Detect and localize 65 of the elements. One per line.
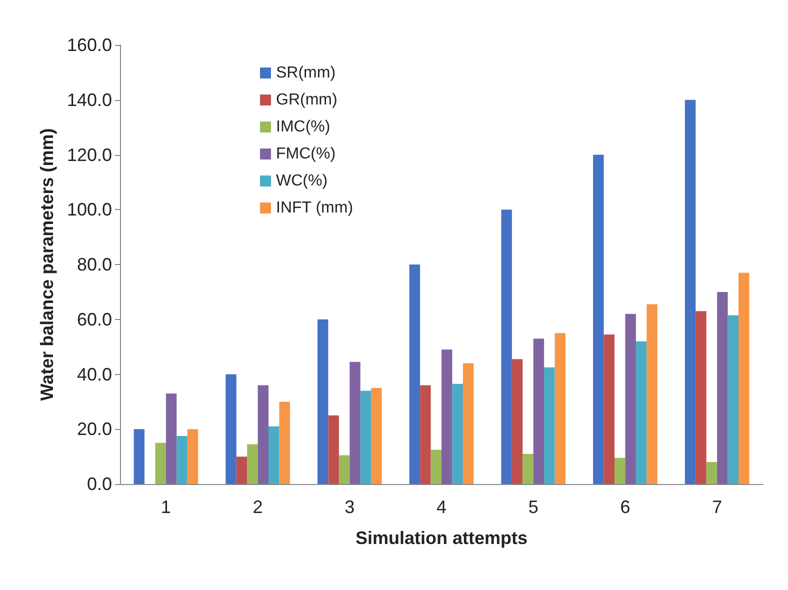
bar	[430, 450, 442, 484]
bar	[738, 272, 750, 484]
bar	[236, 456, 248, 484]
bar	[360, 390, 372, 484]
bar	[268, 426, 280, 484]
bar	[604, 334, 614, 484]
y-tick-label: 160.0	[66, 35, 112, 55]
x-axis-title: Simulation attempts	[355, 528, 528, 548]
bar	[176, 436, 188, 484]
bar	[533, 338, 544, 484]
bar	[371, 388, 382, 484]
bar	[328, 415, 339, 484]
y-tick-label: 40.0	[76, 364, 112, 384]
bar	[696, 311, 706, 484]
legend-label: IMC(%)	[276, 118, 330, 136]
bar	[706, 462, 718, 484]
bar	[134, 429, 144, 484]
legend-label: FMC(%)	[276, 146, 336, 162]
bar	[614, 458, 626, 484]
legend-label: SR(mm)	[276, 64, 336, 82]
bar	[728, 315, 739, 484]
legend-label: GR(mm)	[276, 92, 338, 108]
y-tick-label: 120.0	[66, 144, 112, 165]
bar	[636, 341, 647, 484]
y-tick-label: 80.0	[76, 254, 112, 274]
bar	[625, 314, 636, 484]
bar	[409, 264, 420, 484]
bar	[317, 319, 328, 484]
bar	[717, 292, 728, 484]
bar	[646, 304, 658, 484]
bar	[155, 442, 166, 484]
y-tick-label: 0.0	[86, 474, 112, 494]
x-tick-label: 5	[528, 497, 538, 517]
bar	[258, 385, 268, 484]
x-tick-label: 2	[252, 497, 263, 517]
bar	[226, 374, 236, 484]
x-tick-label: 6	[620, 497, 630, 517]
bar	[544, 367, 555, 484]
x-tick-label: 3	[344, 497, 355, 517]
bar	[279, 402, 290, 484]
bar	[187, 429, 198, 484]
x-tick-label: 1	[160, 497, 171, 517]
bar	[554, 333, 566, 484]
bar	[247, 444, 258, 484]
bar	[452, 384, 463, 484]
bar	[338, 455, 350, 484]
legend-label: INFT (mm)	[276, 200, 354, 216]
bar	[684, 100, 696, 484]
y-axis-title: Water balance parameters (mm)	[37, 128, 58, 401]
y-tick-label: 100.0	[66, 200, 112, 220]
y-tick-label: 60.0	[76, 309, 112, 330]
bar	[501, 210, 512, 484]
bar	[166, 393, 177, 484]
bar	[350, 362, 360, 484]
y-tick-label: 20.0	[76, 419, 112, 440]
bar	[442, 350, 452, 484]
x-tick-label: 7	[712, 497, 722, 517]
bar	[512, 359, 523, 484]
bar	[522, 454, 534, 484]
legend-label: WC(%)	[276, 172, 328, 190]
y-tick-label: 140.0	[66, 90, 112, 110]
bar	[420, 385, 431, 484]
bar	[462, 363, 474, 484]
bar	[593, 154, 604, 484]
x-tick-label: 4	[436, 497, 447, 517]
